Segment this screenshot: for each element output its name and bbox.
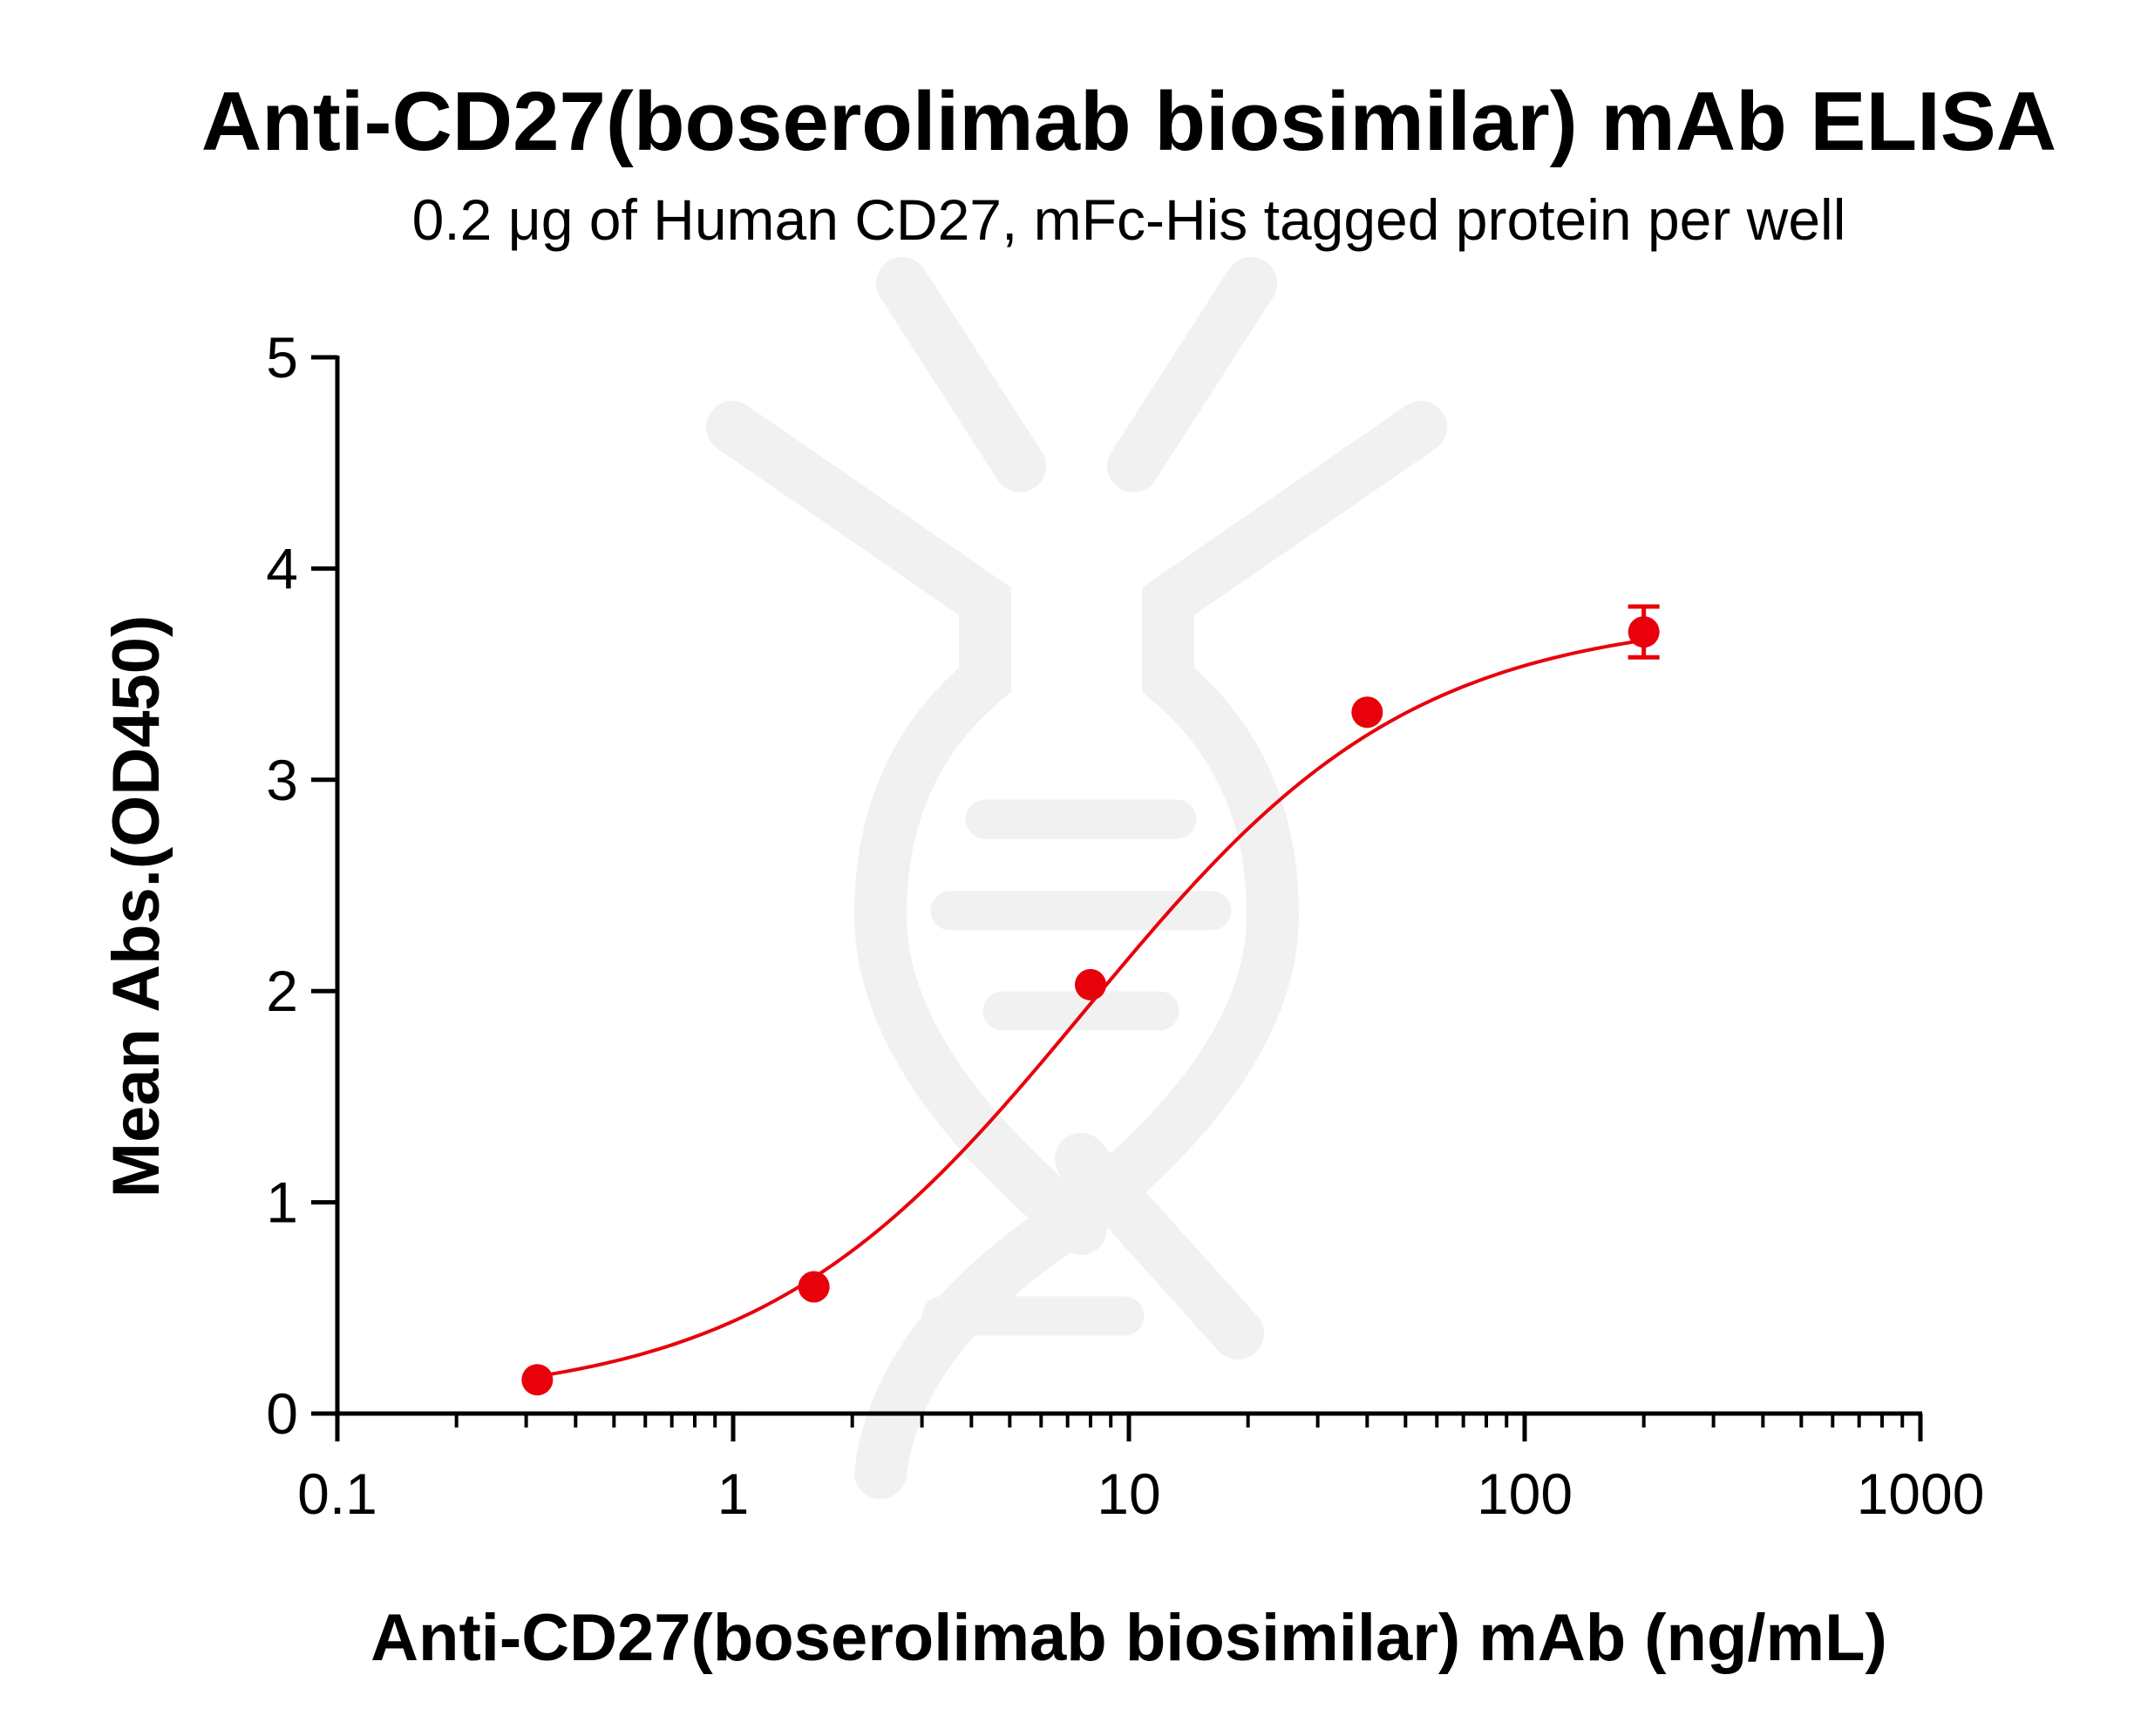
y-tick-label: 5 xyxy=(266,325,298,390)
x-tick-label: 0.1 xyxy=(297,1461,377,1526)
x-tick-label: 1000 xyxy=(1857,1461,1985,1526)
fit-curve xyxy=(537,638,1644,1379)
x-tick-label: 1 xyxy=(717,1461,750,1526)
y-tick-label: 1 xyxy=(266,1170,298,1235)
x-axis-label: Anti-CD27(boserolimab biosimilar) mAb (n… xyxy=(370,1601,1887,1675)
watermark-logo xyxy=(706,257,1447,1499)
chart-title: Anti-CD27(boserolimab biosimilar) mAb EL… xyxy=(201,75,2056,168)
x-tick-label: 100 xyxy=(1477,1461,1573,1526)
data-point xyxy=(521,1364,554,1396)
x-tick-label: 10 xyxy=(1097,1461,1160,1526)
data-point xyxy=(798,1271,830,1303)
y-tick-label: 2 xyxy=(266,959,298,1023)
y-tick-label: 0 xyxy=(266,1381,298,1446)
y-tick-label: 3 xyxy=(266,748,298,812)
data-point xyxy=(1075,968,1107,1000)
plot-area xyxy=(521,604,1660,1396)
x-axis-ticks: 0.1 1 10 100 1000 xyxy=(297,1414,1984,1526)
data-point xyxy=(1351,696,1383,729)
y-axis-ticks: 0 1 2 3 4 5 xyxy=(266,325,337,1446)
chart-subtitle: 0.2 μg of Human CD27, mFc-His tagged pro… xyxy=(412,187,1846,252)
data-point xyxy=(1628,616,1660,648)
y-axis-label: Mean Abs.(OD450) xyxy=(99,615,173,1198)
y-tick-label: 4 xyxy=(266,536,298,600)
